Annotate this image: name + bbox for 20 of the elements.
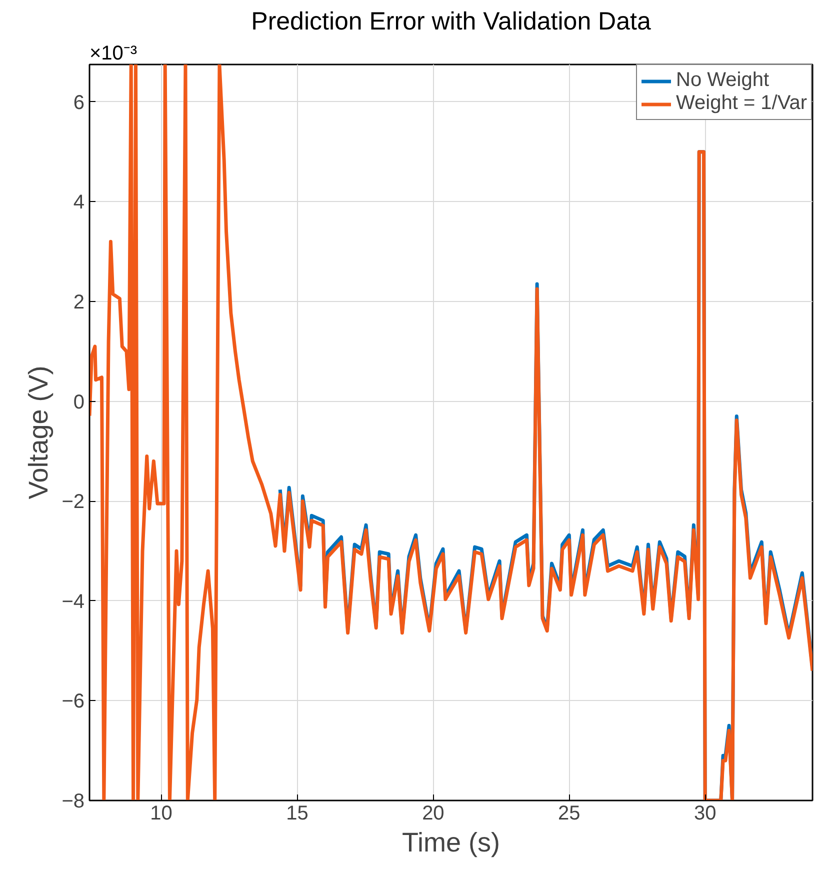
annotation: ×10⁻³: [90, 42, 138, 64]
x-tick-label: 25: [558, 802, 580, 824]
x-tick-label: 20: [422, 802, 444, 824]
x-tick-label: 15: [286, 802, 308, 824]
legend-label: Weight = 1/Var: [676, 92, 807, 115]
line-series: [90, 64, 812, 800]
y-tick-label: 2: [73, 292, 84, 314]
y-tick-label: 4: [73, 192, 84, 214]
chart-title: Prediction Error with Validation Data: [251, 8, 651, 36]
y-tick-label: −4: [62, 590, 85, 613]
y-axis-title: Voltage (V): [24, 366, 54, 500]
legend-label: No Weight: [676, 69, 770, 92]
y-tick-label: 6: [73, 92, 84, 114]
y-tick-label: −8: [62, 790, 85, 812]
x-tick-label: 10: [150, 802, 172, 824]
y-tick-label: −6: [62, 690, 85, 713]
y-tick-label: 0: [73, 391, 84, 414]
x-tick-label: 30: [694, 802, 716, 824]
x-axis-title: Time (s): [402, 828, 500, 858]
y-tick-label: −2: [62, 491, 85, 514]
